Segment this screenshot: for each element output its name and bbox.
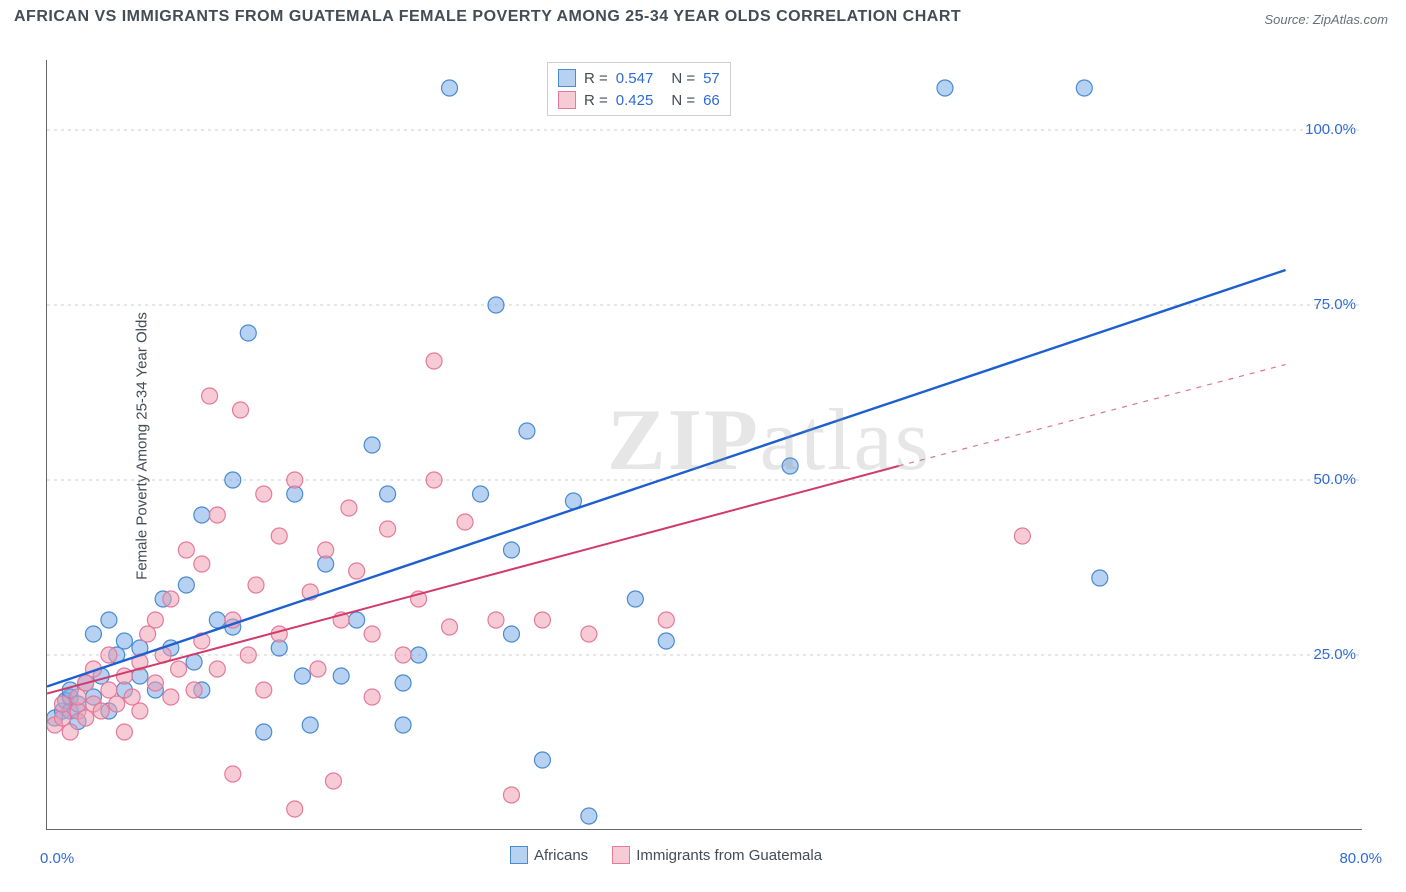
- legend-swatch: [558, 69, 576, 87]
- legend-stat-row: R = 0.425 N = 66: [558, 89, 720, 111]
- legend-item: Africans: [510, 846, 588, 864]
- x-tick-label-max: 80.0%: [1339, 850, 1382, 867]
- y-tick-label: 100.0%: [1305, 121, 1356, 138]
- plot-area: ZIPatlas R =0.547N =57R =0.425N =66 25.0…: [46, 60, 1362, 830]
- legend-r-value: 0.425: [616, 92, 654, 109]
- legend-r-label: R =: [584, 92, 608, 109]
- y-tick-label: 25.0%: [1313, 646, 1356, 663]
- legend-label: Immigrants from Guatemala: [636, 847, 822, 864]
- legend-stat-row: R = 0.547 N = 57: [558, 67, 720, 89]
- legend-swatch: [612, 846, 630, 864]
- legend-r-value: 0.547: [616, 70, 654, 87]
- legend-swatch: [558, 91, 576, 109]
- legend-n-label: N =: [671, 92, 695, 109]
- legend-stats: R = 0.547 N = 57 R = 0.425 N = 66: [547, 62, 731, 116]
- legend-n-value: 57: [703, 70, 720, 87]
- legend-label: Africans: [534, 847, 588, 864]
- legend-n-value: 66: [703, 92, 720, 109]
- legend-item: Immigrants from Guatemala: [612, 846, 822, 864]
- correlation-chart: AFRICAN VS IMMIGRANTS FROM GUATEMALA FEM…: [0, 0, 1406, 892]
- y-tick-label: 75.0%: [1313, 296, 1356, 313]
- source-label: Source: ZipAtlas.com: [1264, 12, 1388, 27]
- y-tick-label: 50.0%: [1313, 471, 1356, 488]
- legend-r-label: R =: [584, 70, 608, 87]
- x-tick-label-min: 0.0%: [40, 850, 74, 867]
- legend-series: Africans Immigrants from Guatemala: [510, 846, 822, 864]
- legend-n-label: N =: [671, 70, 695, 87]
- legend-swatch: [510, 846, 528, 864]
- chart-title: AFRICAN VS IMMIGRANTS FROM GUATEMALA FEM…: [14, 8, 961, 26]
- plot-svg: [47, 60, 1363, 830]
